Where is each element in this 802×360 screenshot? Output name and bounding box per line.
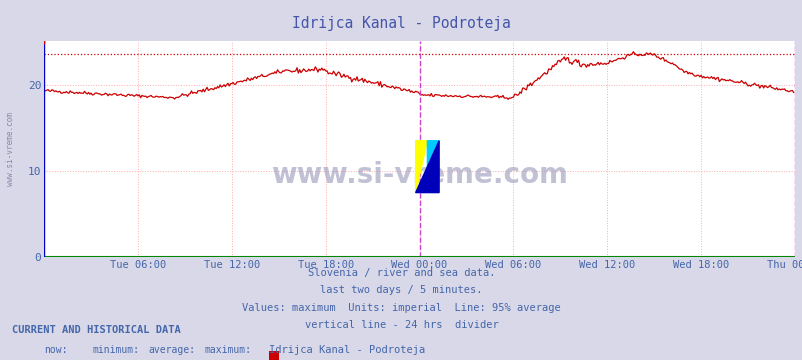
Text: maximum:: maximum: (205, 345, 252, 355)
Text: Slovenia / river and sea data.: Slovenia / river and sea data. (307, 268, 495, 278)
Text: last two days / 5 minutes.: last two days / 5 minutes. (320, 285, 482, 296)
Text: www.si-vreme.com: www.si-vreme.com (6, 112, 15, 186)
Text: CURRENT AND HISTORICAL DATA: CURRENT AND HISTORICAL DATA (12, 325, 180, 335)
Polygon shape (415, 141, 427, 193)
Polygon shape (415, 141, 439, 193)
Text: now:: now: (44, 345, 67, 355)
Text: Idrijca Kanal - Podroteja: Idrijca Kanal - Podroteja (292, 16, 510, 31)
Text: average:: average: (148, 345, 196, 355)
Polygon shape (427, 141, 439, 193)
Text: www.si-vreme.com: www.si-vreme.com (271, 161, 567, 189)
Text: Idrijca Kanal - Podroteja: Idrijca Kanal - Podroteja (269, 345, 425, 355)
Text: minimum:: minimum: (92, 345, 140, 355)
Text: vertical line - 24 hrs  divider: vertical line - 24 hrs divider (304, 320, 498, 330)
Text: Values: maximum  Units: imperial  Line: 95% average: Values: maximum Units: imperial Line: 95… (242, 303, 560, 313)
